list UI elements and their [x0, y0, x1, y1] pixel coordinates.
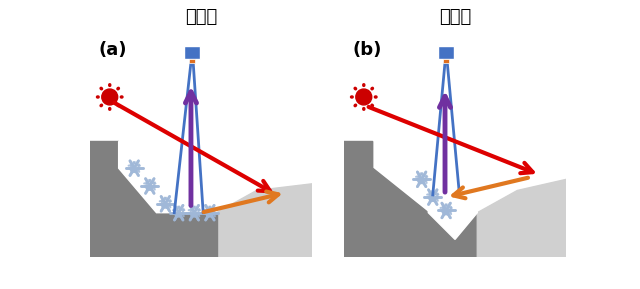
Text: (b): (b) — [353, 41, 382, 59]
Polygon shape — [216, 184, 312, 257]
Polygon shape — [428, 213, 477, 257]
Polygon shape — [428, 208, 477, 239]
Text: かぐや: かぐや — [439, 8, 471, 26]
Polygon shape — [90, 142, 186, 257]
FancyBboxPatch shape — [444, 59, 449, 64]
Circle shape — [102, 89, 118, 105]
FancyBboxPatch shape — [189, 59, 195, 64]
Polygon shape — [186, 213, 216, 257]
Text: かぐや: かぐや — [185, 8, 217, 26]
Polygon shape — [118, 142, 186, 213]
Circle shape — [356, 89, 372, 105]
Polygon shape — [344, 142, 428, 257]
FancyBboxPatch shape — [438, 46, 454, 59]
Polygon shape — [477, 179, 566, 257]
FancyBboxPatch shape — [184, 46, 200, 59]
Text: (a): (a) — [99, 41, 127, 59]
